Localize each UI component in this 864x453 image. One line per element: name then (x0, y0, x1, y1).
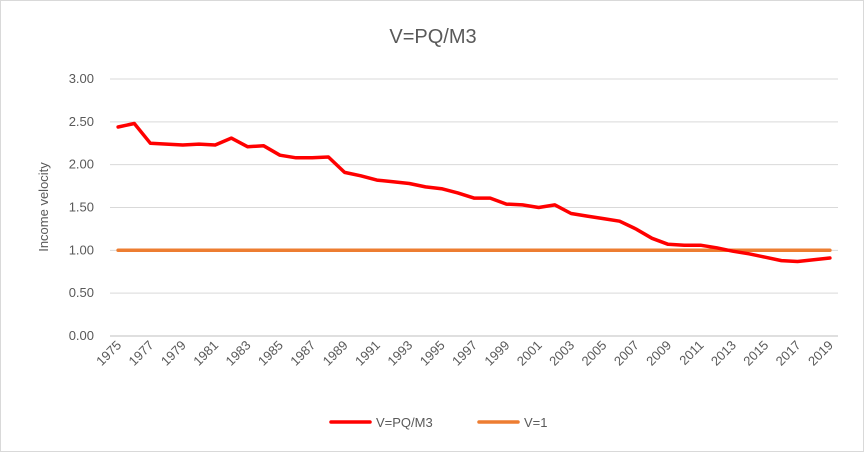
chart-title: V=PQ/M3 (389, 26, 476, 48)
series-line-v-pq-m3 (116, 121, 832, 264)
x-tick-label: 1977 (126, 338, 157, 369)
x-tick-label: 1995 (417, 338, 448, 369)
y-tick-label: 2.50 (69, 114, 94, 129)
y-tick-label: 1.50 (69, 200, 94, 215)
y-tick-label: 0.00 (69, 328, 94, 343)
x-tick-label: 1997 (449, 338, 480, 369)
y-tick-label: 1.00 (69, 242, 94, 257)
x-tick-label: 2003 (546, 338, 577, 369)
x-tick-label: 1987 (287, 338, 318, 369)
y-tick-label: 2.00 (69, 157, 94, 172)
x-tick-label: 2001 (514, 338, 545, 369)
x-tick-label: 1999 (481, 338, 512, 369)
x-tick-label: 2011 (676, 338, 706, 368)
x-tick-label: 1993 (384, 338, 415, 369)
x-tick-label: 2015 (740, 338, 771, 369)
x-tick-label: 1979 (158, 338, 189, 369)
x-tick-label: 1983 (223, 338, 254, 369)
series-lines (116, 121, 832, 264)
legend-item-v-1: V=1 (477, 415, 548, 430)
x-tick-label: 2007 (611, 338, 642, 369)
legend: V=PQ/M3 V=1 (329, 415, 548, 430)
y-tick-label: 0.50 (69, 285, 94, 300)
gridlines (110, 78, 838, 294)
x-axis-ticks: 1975 1977 1979 1981 1983 1985 1987 1989 1991 1993… (93, 338, 836, 369)
x-tick-label: 2019 (805, 338, 836, 369)
x-tick-label: 2017 (773, 338, 804, 369)
y-tick-label: 3.00 (69, 71, 94, 86)
x-tick-label: 1991 (352, 338, 383, 369)
x-tick-label: 1985 (255, 338, 286, 369)
legend-label: V=PQ/M3 (376, 415, 433, 430)
x-tick-label: 1981 (190, 338, 221, 369)
x-tick-label: 1975 (93, 338, 124, 369)
y-axis-ticks: 0.00 0.50 1.00 1.50 2.00 2.50 3.00 (69, 71, 94, 343)
x-tick-label: 2013 (708, 338, 739, 369)
x-tick-label: 1989 (320, 338, 351, 369)
legend-item-v-pq-m3: V=PQ/M3 (329, 415, 433, 430)
x-tick-label: 2009 (643, 338, 674, 369)
y-axis-title: Income velocity (36, 162, 51, 252)
x-tick-label: 2005 (578, 338, 609, 369)
legend-label: V=1 (524, 415, 548, 430)
